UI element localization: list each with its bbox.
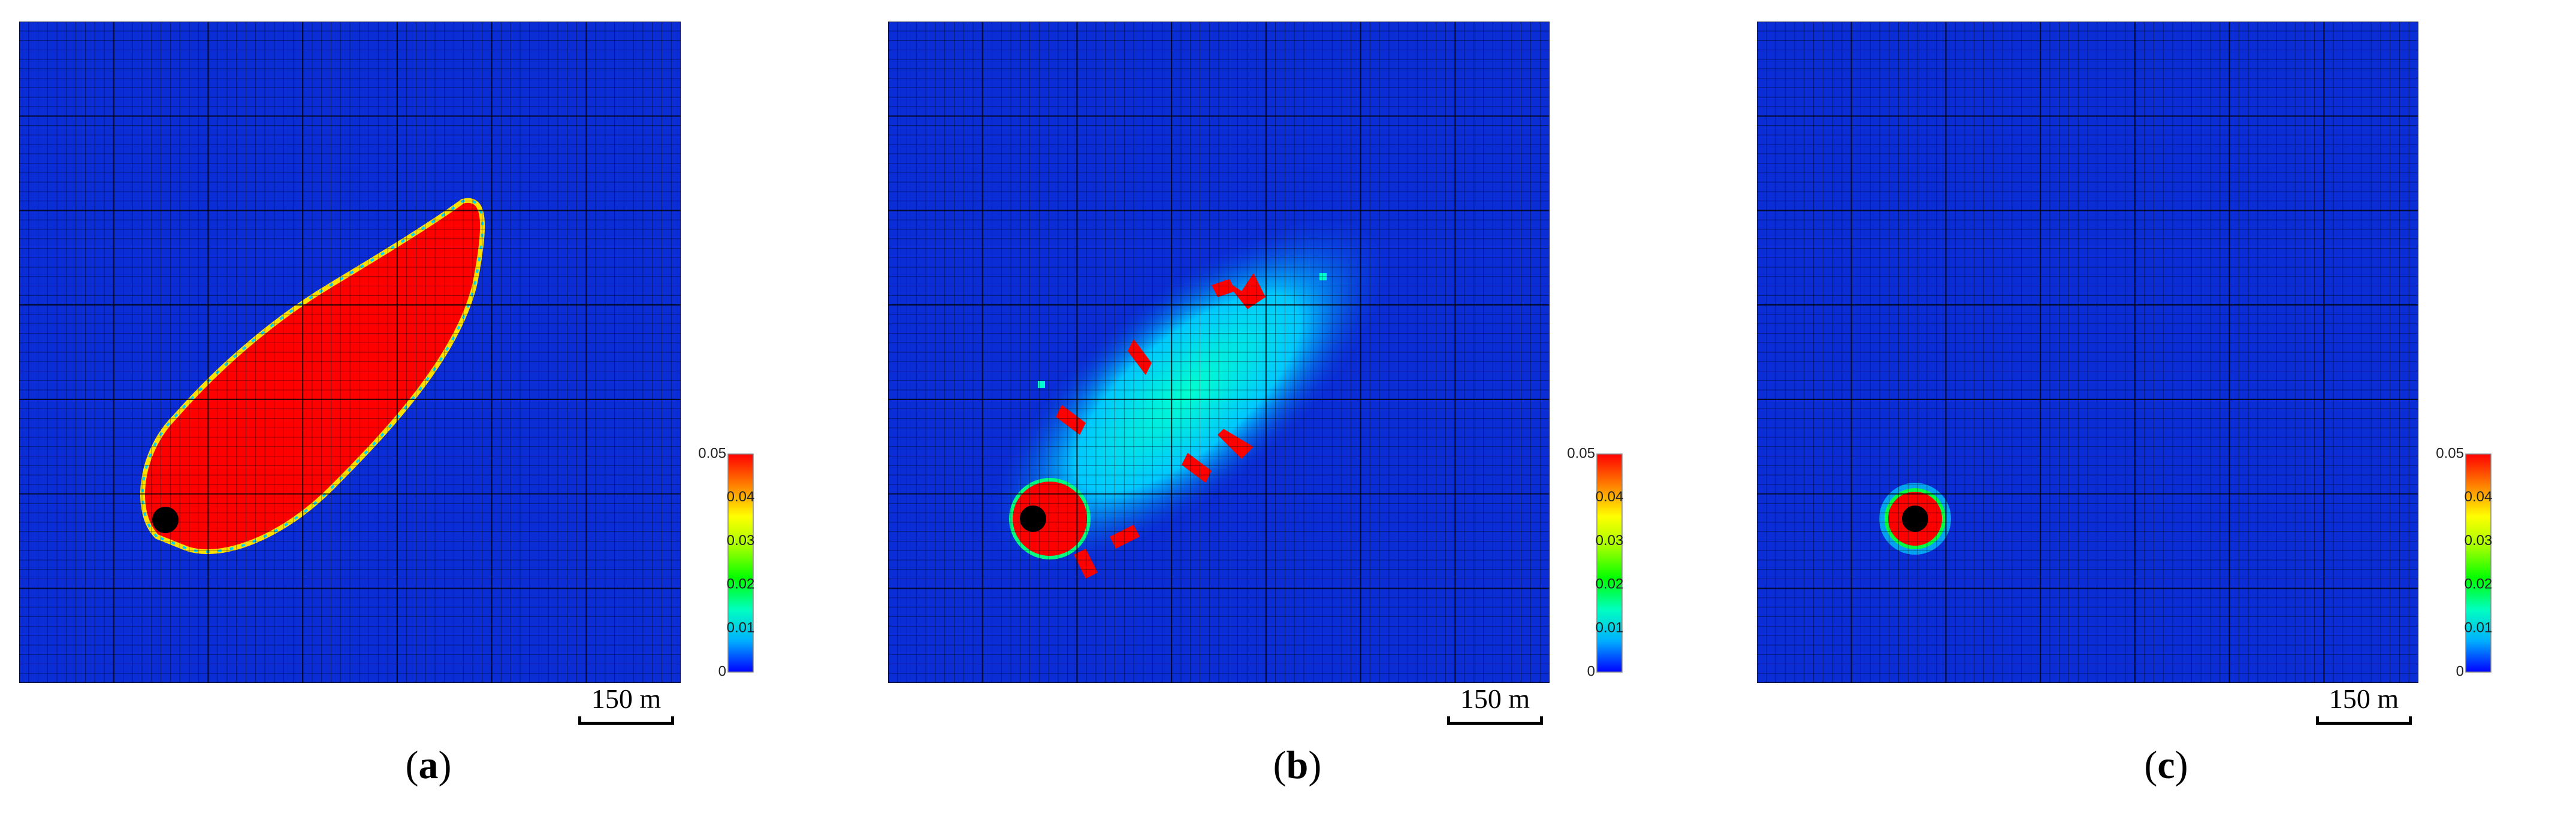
panel-caption: (a) [405,743,452,787]
panel-caption: (c) [2144,743,2188,787]
mesh-grid [888,22,1550,683]
colorbar-tick-label: 0.01 [1596,620,1624,636]
panel-a: 150 m 0.05 0 0.01 0.02 0.03 0.04 (a) [0,0,857,817]
colorbar: 0.05 0 0.01 0.02 0.03 0.04 [2436,443,2502,683]
colorbar-max-label: 0.05 [2436,445,2464,461]
colorbar-max-label: 0.05 [1567,445,1595,461]
colorbar-tick-label: 0.03 [727,532,755,549]
well-icon [152,507,179,533]
colorbar-tick-label: 0.01 [2465,620,2493,636]
background-field [1757,22,2418,683]
concentration-map-c [1757,22,2418,683]
scale-bar: 150 m [1444,683,1546,725]
mesh-grid [1757,22,2418,683]
colorbar-min-label: 0 [718,663,726,679]
colorbar: 0.05 0 0.01 0.02 0.03 0.04 [698,443,764,683]
colorbar-svg: 0.05 0 0.01 0.02 0.03 0.04 [698,445,755,679]
colorbar-svg: 0.05 0 0.01 0.02 0.03 0.04 [2436,445,2493,679]
scale-bar: 150 m [2313,683,2415,725]
scale-label: 150 m [2329,683,2399,714]
colorbar-tick-label: 0.04 [727,489,755,505]
scale-bar: 150 m [575,683,677,725]
well-icon [1020,506,1046,532]
mesh-grid [19,22,681,683]
scale-line [1447,716,1543,725]
colorbar-tick-label: 0.03 [1596,532,1624,549]
panel-b: 150 m 0.05 0 0.01 0.02 0.03 0.04 (b) [869,0,1726,817]
scale-label: 150 m [1460,683,1530,714]
colorbar-max-label: 0.05 [698,445,726,461]
plume-b [984,213,1391,579]
colorbar-tick-label: 0.03 [2465,532,2493,549]
concentration-map-a [19,22,681,683]
colorbar-tick-label: 0.04 [2465,489,2493,505]
scale-line [2316,716,2412,725]
scale-line [578,716,674,725]
colorbar-gradient [1596,453,1623,673]
well-icon [1902,506,1928,532]
colorbar-gradient [727,453,754,673]
colorbar-tick-label: 0.02 [2465,576,2493,592]
colorbar-tick-label: 0.02 [727,576,755,592]
colorbar-min-label: 0 [2456,663,2464,679]
panel-c: 150 m 0.05 0 0.01 0.02 0.03 0.04 (c) [1738,0,2576,817]
scale-label: 150 m [591,683,662,714]
colorbar-tick-label: 0.04 [1596,489,1624,505]
colorbar-svg: 0.05 0 0.01 0.02 0.03 0.04 [1567,445,1624,679]
colorbar-min-label: 0 [1587,663,1595,679]
panel-caption: (b) [1273,743,1322,787]
concentration-map-b [888,22,1550,683]
colorbar-tick-label: 0.01 [727,620,755,636]
colorbar-gradient [2465,453,2492,673]
colorbar-tick-label: 0.02 [1596,576,1624,592]
colorbar: 0.05 0 0.01 0.02 0.03 0.04 [1567,443,1633,683]
